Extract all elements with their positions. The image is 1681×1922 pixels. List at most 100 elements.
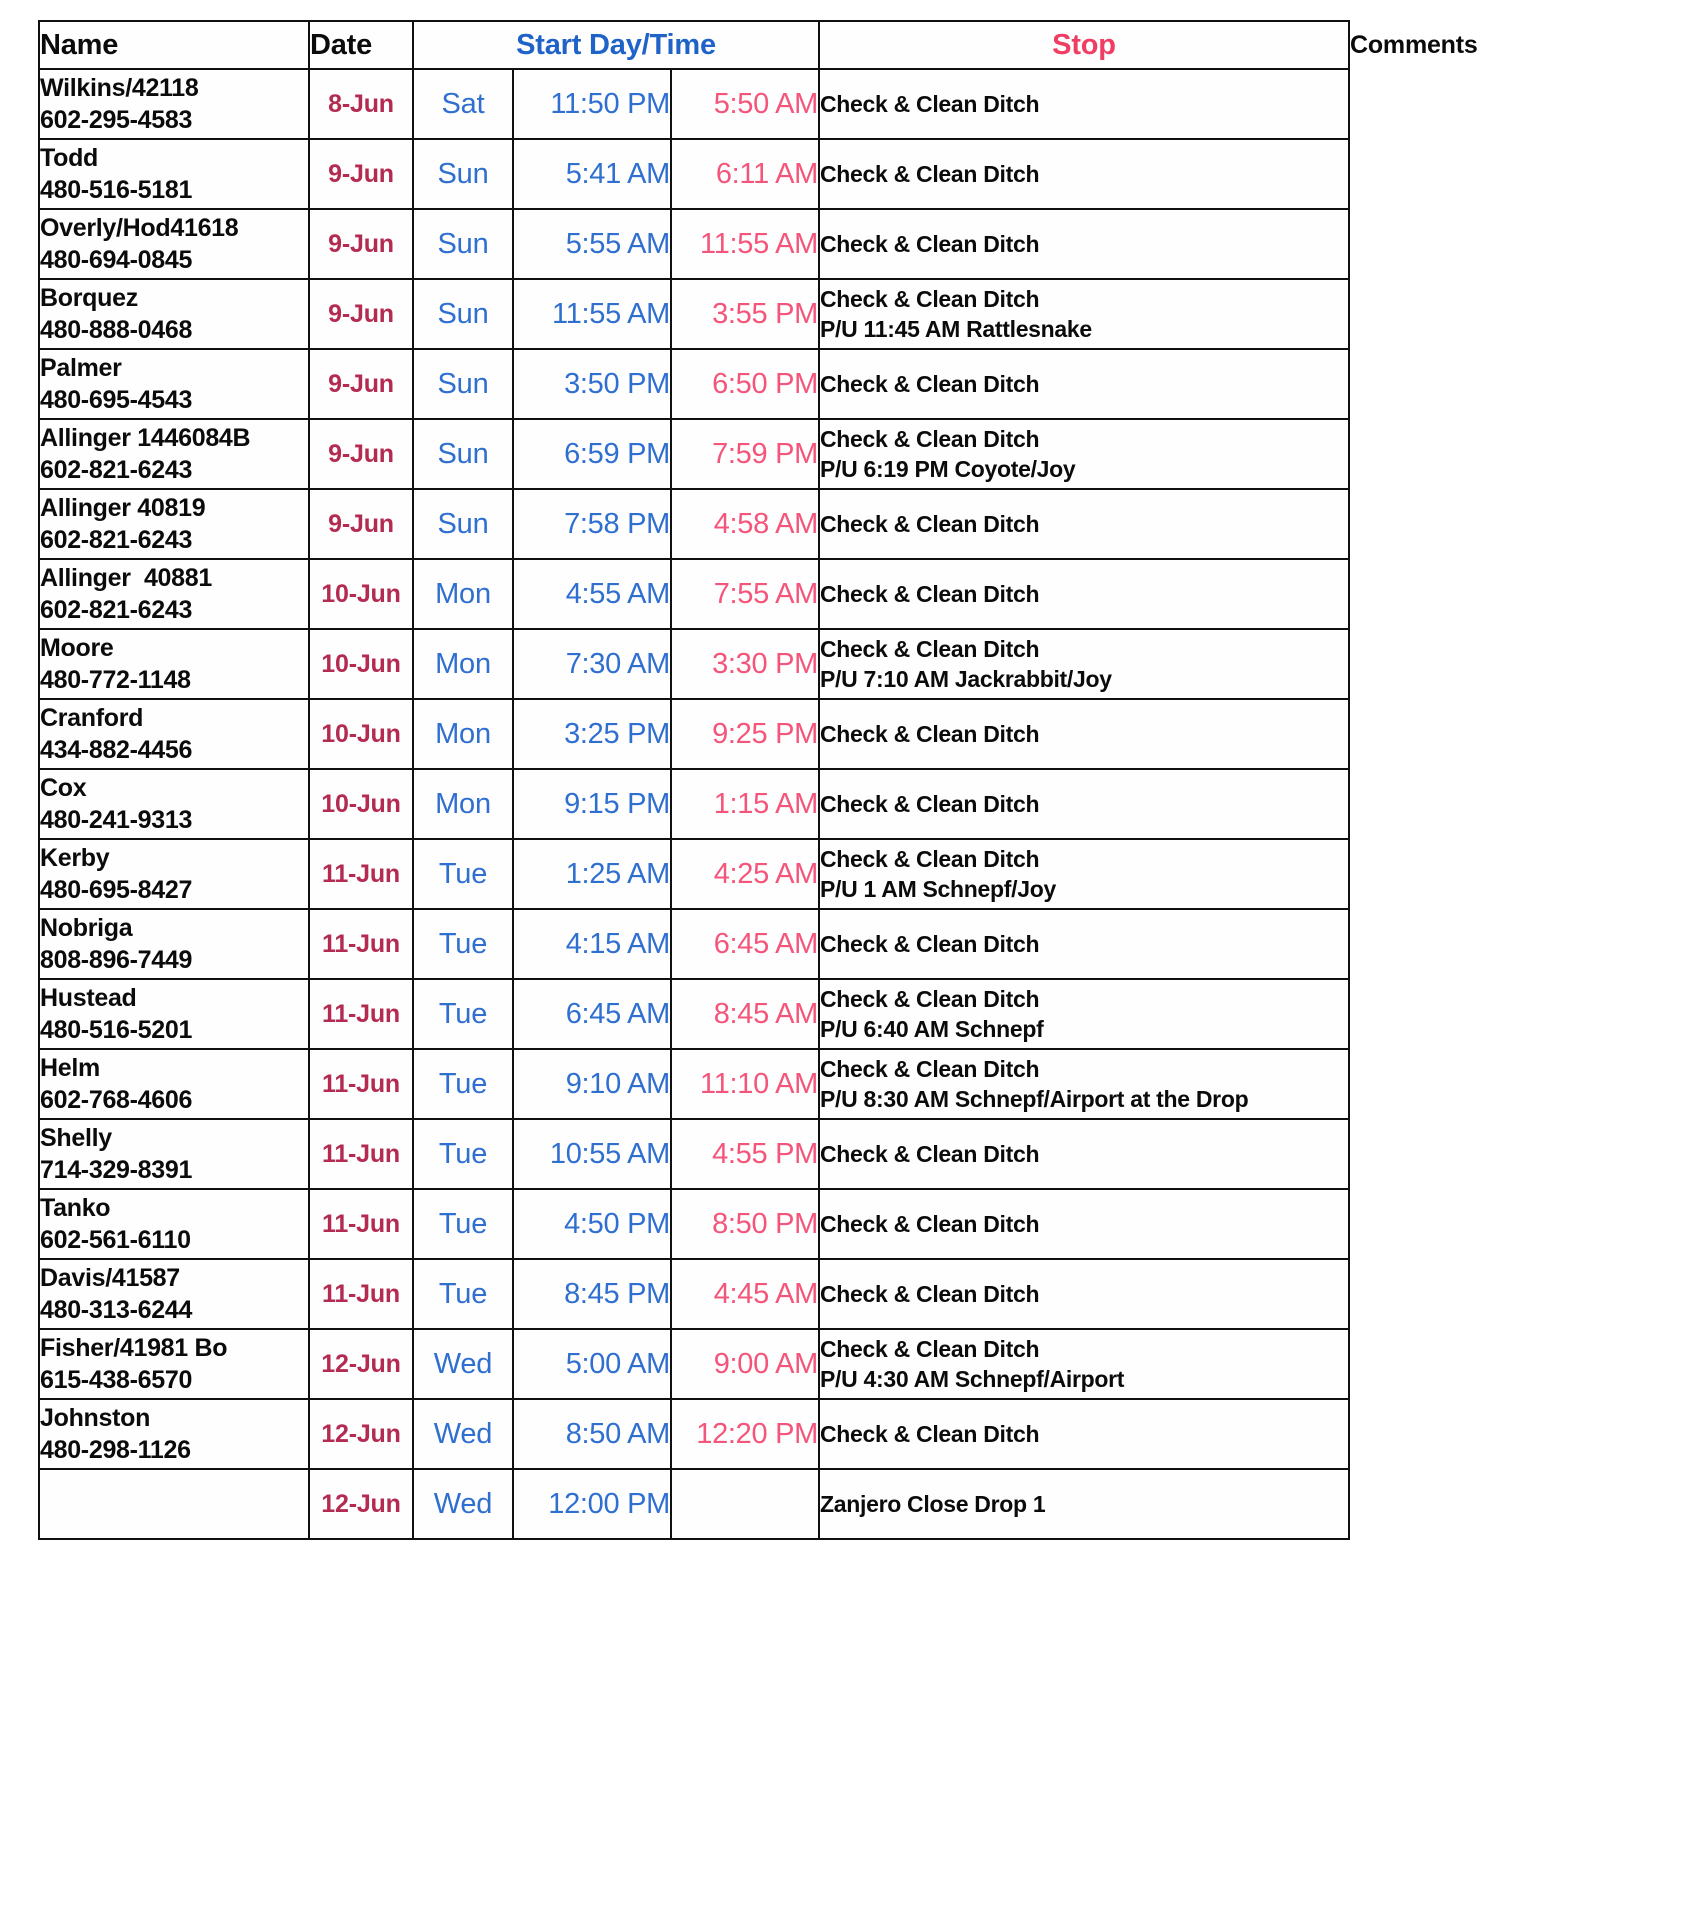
cell-comments: Check & Clean Ditch bbox=[818, 1188, 1350, 1260]
table-row: Helm 602-768-4606 11-Jun Tue 9:10 AM 11:10 AM… bbox=[38, 1048, 1350, 1120]
table-row: Shelly 714-329-8391 11-Jun Tue 10:55 AM 4:55 … bbox=[38, 1118, 1350, 1190]
cell-comments: Zanjero Close Drop 1 bbox=[818, 1468, 1350, 1540]
cell-stop-time: 3:55 PM bbox=[670, 278, 820, 350]
cell-start-day: Sun bbox=[412, 488, 514, 560]
column-header-start-day-time: Start Day/Time bbox=[412, 20, 820, 70]
contact-phone: 602-561-6110 bbox=[40, 1226, 191, 1254]
cell-name: Allinger 40881 602-821-6243 bbox=[38, 558, 310, 630]
cell-date: 10-Jun bbox=[308, 558, 414, 630]
comment-line-primary: Check & Clean Ditch bbox=[820, 1140, 1040, 1167]
table-row: Wilkins/42118 602-295-4583 8-Jun Sat 11:50 P… bbox=[38, 68, 1350, 140]
table-body: Wilkins/42118 602-295-4583 8-Jun Sat 11:50 P… bbox=[38, 68, 1350, 1540]
cell-comments: Check & Clean Ditch bbox=[818, 768, 1350, 840]
cell-date: 11-Jun bbox=[308, 1258, 414, 1330]
cell-stop-time: 3:30 PM bbox=[670, 628, 820, 700]
contact-name: Allinger 40881 bbox=[40, 563, 212, 592]
cell-date: 11-Jun bbox=[308, 1118, 414, 1190]
cell-name: Todd 480-516-5181 bbox=[38, 138, 310, 210]
cell-start-day: Tue bbox=[412, 1118, 514, 1190]
cell-stop-time: 9:25 PM bbox=[670, 698, 820, 770]
cell-name: Cox 480-241-9313 bbox=[38, 768, 310, 840]
contact-name: Wilkins/42118 bbox=[40, 73, 199, 102]
cell-comments: Check & Clean Ditch P/U 6:19 PM Coyote/Jo… bbox=[818, 418, 1350, 490]
cell-stop-time: 4:45 AM bbox=[670, 1258, 820, 1330]
cell-date: 12-Jun bbox=[308, 1398, 414, 1470]
cell-comments: Check & Clean Ditch bbox=[818, 348, 1350, 420]
contact-name: Palmer bbox=[40, 353, 122, 382]
cell-start-time: 10:55 AM bbox=[512, 1118, 672, 1190]
cell-comments: Check & Clean Ditch P/U 1 AM Schnepf/Joy bbox=[818, 838, 1350, 910]
cell-start-time: 5:41 AM bbox=[512, 138, 672, 210]
cell-stop-time: 11:55 AM bbox=[670, 208, 820, 280]
table-row: Davis/41587 480-313-6244 11-Jun Tue 8:45 PM 4… bbox=[38, 1258, 1350, 1330]
contact-phone: 434-882-4456 bbox=[40, 736, 193, 764]
cell-start-time: 3:50 PM bbox=[512, 348, 672, 420]
table-row: Nobriga 808-896-7449 11-Jun Tue 4:15 AM 6:45 … bbox=[38, 908, 1350, 980]
cell-date: 11-Jun bbox=[308, 838, 414, 910]
cell-date: 10-Jun bbox=[308, 698, 414, 770]
cell-start-day: Mon bbox=[412, 628, 514, 700]
comment-line-primary: Check & Clean Ditch bbox=[820, 90, 1040, 117]
table-header: Name Date Start Day/Time Stop Comments bbox=[38, 20, 1478, 70]
cell-start-day: Mon bbox=[412, 558, 514, 630]
cell-start-time: 7:58 PM bbox=[512, 488, 672, 560]
comment-line-primary: Check & Clean Ditch bbox=[820, 930, 1040, 957]
cell-comments: Check & Clean Ditch bbox=[818, 138, 1350, 210]
contact-phone: 480-772-1148 bbox=[40, 666, 191, 694]
table-row: Moore 480-772-1148 10-Jun Mon 7:30 AM 3:30 PM… bbox=[38, 628, 1350, 700]
cell-start-time: 5:00 AM bbox=[512, 1328, 672, 1400]
comment-line-primary: Check & Clean Ditch bbox=[820, 720, 1040, 747]
comment-line-primary: Check & Clean Ditch bbox=[820, 635, 1040, 662]
comment-line-primary: Check & Clean Ditch bbox=[820, 510, 1040, 537]
cell-date: 11-Jun bbox=[308, 1188, 414, 1260]
table-row: Cranford 434-882-4456 10-Jun Mon 3:25 PM 9:25… bbox=[38, 698, 1350, 770]
cell-comments: Check & Clean Ditch P/U 8:30 AM Schnepf/A… bbox=[818, 1048, 1350, 1120]
cell-name: Wilkins/42118 602-295-4583 bbox=[38, 68, 310, 140]
cell-start-day: Tue bbox=[412, 908, 514, 980]
column-header-date: Date bbox=[308, 20, 414, 70]
contact-name: Tanko bbox=[40, 1193, 111, 1222]
cell-start-time: 9:15 PM bbox=[512, 768, 672, 840]
comment-line-primary: Check & Clean Ditch bbox=[820, 1210, 1040, 1237]
cell-stop-time: 7:59 PM bbox=[670, 418, 820, 490]
cell-name: Allinger 1446084B 602-821-6243 bbox=[38, 418, 310, 490]
cell-stop-time: 8:50 PM bbox=[670, 1188, 820, 1260]
cell-start-time: 8:45 PM bbox=[512, 1258, 672, 1330]
cell-start-time: 12:00 PM bbox=[512, 1468, 672, 1540]
contact-phone: 602-821-6243 bbox=[40, 526, 193, 554]
comment-line-primary: Check & Clean Ditch bbox=[820, 790, 1040, 817]
cell-comments: Check & Clean Ditch P/U 11:45 AM Rattlesn… bbox=[818, 278, 1350, 350]
cell-stop-time: 6:50 PM bbox=[670, 348, 820, 420]
cell-date: 11-Jun bbox=[308, 908, 414, 980]
table-row: Tanko 602-561-6110 11-Jun Tue 4:50 PM 8:50 PM… bbox=[38, 1188, 1350, 1260]
cell-date: 10-Jun bbox=[308, 628, 414, 700]
cell-comments: Check & Clean Ditch bbox=[818, 68, 1350, 140]
cell-comments: Check & Clean Ditch bbox=[818, 208, 1350, 280]
table-row: Allinger 40881 602-821-6243 10-Jun Mon 4:55 … bbox=[38, 558, 1350, 630]
cell-start-time: 4:55 AM bbox=[512, 558, 672, 630]
cell-start-time: 6:59 PM bbox=[512, 418, 672, 490]
cell-comments: Check & Clean Ditch bbox=[818, 488, 1350, 560]
cell-start-day: Wed bbox=[412, 1468, 514, 1540]
cell-name: Shelly 714-329-8391 bbox=[38, 1118, 310, 1190]
cell-name: Nobriga 808-896-7449 bbox=[38, 908, 310, 980]
comment-line-primary: Check & Clean Ditch bbox=[820, 1420, 1040, 1447]
cell-start-day: Tue bbox=[412, 978, 514, 1050]
cell-name: Kerby 480-695-8427 bbox=[38, 838, 310, 910]
cell-comments: Check & Clean Ditch P/U 4:30 AM Schnepf/A… bbox=[818, 1328, 1350, 1400]
comment-line-primary: Check & Clean Ditch bbox=[820, 160, 1040, 187]
cell-start-day: Wed bbox=[412, 1398, 514, 1470]
table-row: Cox 480-241-9313 10-Jun Mon 9:15 PM 1:15 AM Ch… bbox=[38, 768, 1350, 840]
cell-comments: Check & Clean Ditch bbox=[818, 1118, 1350, 1190]
contact-name: Hustead bbox=[40, 983, 137, 1012]
comment-line-primary: Check & Clean Ditch bbox=[820, 370, 1040, 397]
cell-date: 9-Jun bbox=[308, 138, 414, 210]
contact-name: Fisher/41981 Bo bbox=[40, 1333, 228, 1362]
cell-date: 10-Jun bbox=[308, 768, 414, 840]
comment-line-primary: Check & Clean Ditch bbox=[820, 1335, 1040, 1362]
schedule-table: Name Date Start Day/Time Stop Comments Wi… bbox=[38, 20, 1478, 1540]
cell-start-day: Sun bbox=[412, 278, 514, 350]
contact-name: Allinger 1446084B bbox=[40, 423, 251, 452]
comment-line-primary: Check & Clean Ditch bbox=[820, 1280, 1040, 1307]
